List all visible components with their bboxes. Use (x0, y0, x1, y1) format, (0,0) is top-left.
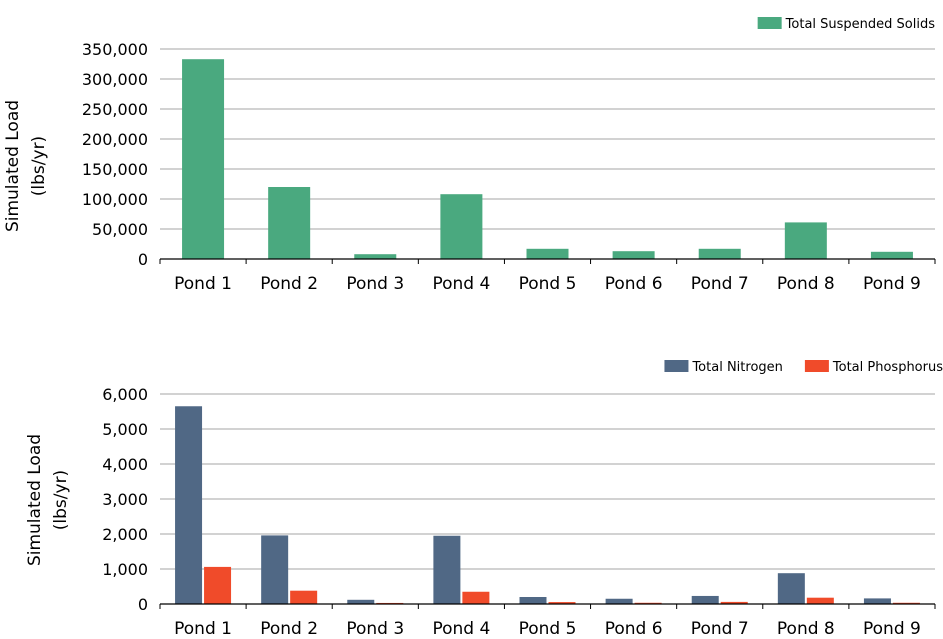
x-category-label: Pond 5 (519, 619, 577, 639)
x-category-label: Pond 7 (691, 274, 749, 294)
legend-label: Total Phosphorus (832, 360, 943, 375)
bar-total-nitrogen (347, 599, 375, 604)
legend: Total Phosphorus Total Nitrogen (664, 360, 943, 375)
bar-total-nitrogen (519, 597, 547, 604)
x-category-label: Pond 9 (863, 274, 921, 294)
legend: Total Suspended Solids (757, 17, 936, 32)
y-axis-label: Simulated Load (25, 434, 45, 566)
x-category-label: Pond 1 (174, 619, 232, 639)
legend-swatch (664, 360, 689, 372)
x-category-label: Pond 8 (777, 619, 835, 639)
x-category-label: Pond 4 (432, 274, 490, 294)
x-category-label: Pond 8 (777, 274, 835, 294)
y-tick-label: 6,000 (102, 385, 148, 404)
y-tick-label: 200,000 (82, 130, 148, 149)
x-category-label: Pond 5 (519, 274, 577, 294)
tss-bar-chart: 0 50,000 100,000 150,000 200,000 250,000 300,0… (3, 17, 936, 294)
y-axis-label: (lbs/yr) (29, 136, 49, 196)
y-tick-label: 0 (138, 250, 148, 269)
x-category-label: Pond 9 (863, 619, 921, 639)
legend-label: Total Nitrogen (691, 360, 782, 375)
bar-total-nitrogen (433, 535, 461, 604)
bar-total-phosphorus (892, 602, 920, 604)
y-tick-label: 4,000 (102, 455, 148, 474)
bar-total-suspended-solids (698, 248, 741, 259)
y-tick-label: 300,000 (82, 70, 148, 89)
bar-total-suspended-solids (268, 187, 311, 259)
bar-total-nitrogen (175, 406, 203, 604)
legend-label: Total Suspended Solids (785, 17, 936, 32)
bar-total-phosphorus (548, 602, 576, 604)
bar-total-suspended-solids (182, 59, 225, 260)
bar-total-phosphorus (204, 566, 232, 604)
nutrient-bar-chart: 0 1,000 2,000 3,000 4,000 5,000 6,000 Pond 1 Pon… (25, 360, 943, 639)
bar-total-nitrogen (605, 598, 633, 604)
bar-total-suspended-solids (612, 251, 655, 259)
bar-total-suspended-solids (354, 254, 397, 259)
y-tick-label: 150,000 (82, 160, 148, 179)
x-category-label: Pond 6 (605, 619, 663, 639)
bar-total-phosphorus (806, 597, 834, 604)
bar-total-phosphorus (634, 602, 662, 604)
y-tick-label: 100,000 (82, 190, 148, 209)
y-axis-label: Simulated Load (3, 100, 23, 232)
y-tick-label: 250,000 (82, 100, 148, 119)
y-tick-label: 2,000 (102, 525, 148, 544)
y-tick-label: 0 (138, 595, 148, 614)
bar-total-nitrogen (863, 598, 891, 604)
bar-total-suspended-solids (440, 194, 483, 259)
y-tick-label: 1,000 (102, 560, 148, 579)
bar-total-nitrogen (777, 573, 805, 604)
y-tick-label: 50,000 (92, 220, 148, 239)
x-category-label: Pond 2 (260, 274, 318, 294)
y-tick-label: 350,000 (82, 40, 148, 59)
bar-total-suspended-solids (870, 251, 913, 259)
legend-swatch (804, 360, 829, 372)
bar-total-phosphorus (720, 601, 748, 604)
x-category-label: Pond 6 (605, 274, 663, 294)
x-category-label: Pond 4 (432, 619, 490, 639)
legend-swatch (757, 17, 782, 29)
bar-total-phosphorus (290, 590, 318, 604)
bar-total-nitrogen (691, 595, 719, 604)
x-category-label: Pond 3 (346, 274, 404, 294)
x-category-label: Pond 1 (174, 274, 232, 294)
bar-total-suspended-solids (526, 248, 569, 259)
x-category-label: Pond 2 (260, 619, 318, 639)
y-tick-label: 5,000 (102, 420, 148, 439)
y-tick-label: 3,000 (102, 490, 148, 509)
bar-total-nitrogen (261, 535, 289, 604)
bar-total-suspended-solids (784, 222, 827, 259)
x-category-label: Pond 3 (346, 619, 404, 639)
y-axis-label: (lbs/yr) (51, 470, 71, 530)
bar-total-phosphorus (462, 591, 490, 604)
x-category-label: Pond 7 (691, 619, 749, 639)
